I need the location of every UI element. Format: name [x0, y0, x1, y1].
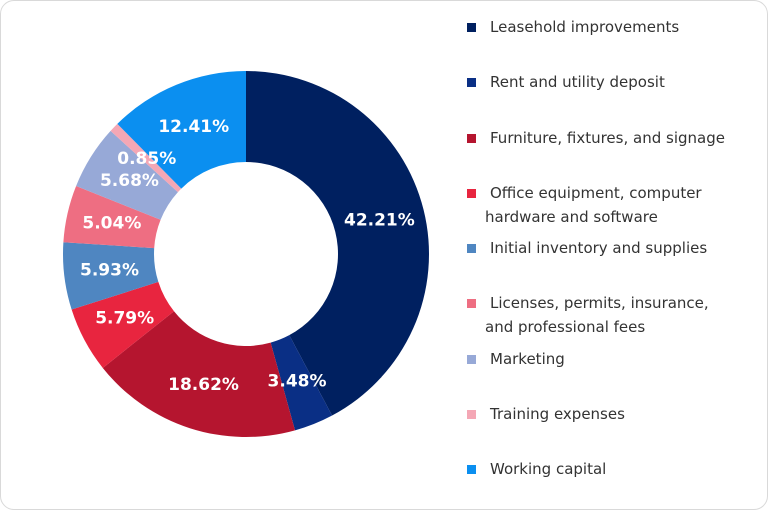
data-label: 5.93% — [80, 261, 139, 281]
legend-swatch — [467, 465, 476, 474]
legend-item: Office equipment, computer hardware and … — [467, 181, 757, 229]
legend-label: Rent and utility deposit — [490, 73, 665, 92]
legend-item: Marketing — [467, 347, 757, 371]
legend-label: Initial inventory and supplies — [490, 239, 708, 257]
data-label: 12.41% — [158, 117, 229, 137]
legend-swatch — [467, 354, 476, 364]
slice — [270, 335, 333, 431]
legend-item: Training expenses — [467, 402, 757, 426]
legend-item: Working capital — [467, 457, 757, 481]
data-label: 42.21% — [344, 211, 415, 231]
data-label: 5.79% — [95, 309, 154, 329]
legend-item: Licenses, permits, insurance, and profes… — [467, 291, 757, 339]
legend-item: Leasehold improvements — [467, 15, 757, 39]
legend-swatch — [467, 244, 476, 253]
slice — [63, 185, 161, 249]
data-label: 0.85% — [117, 149, 176, 169]
legend-swatch — [467, 409, 476, 419]
data-label: 18.62% — [168, 375, 239, 395]
data-label: 5.04% — [82, 214, 141, 234]
slice — [117, 71, 246, 189]
legend-swatch — [467, 78, 476, 88]
slice — [102, 311, 296, 437]
slice — [63, 242, 159, 310]
slice — [110, 123, 182, 193]
legend-label: Office equipment, computer hardware and … — [485, 183, 702, 226]
legend-label: Marketing — [490, 349, 565, 368]
slice — [246, 71, 429, 416]
slice — [76, 130, 178, 220]
legend-item: Initial inventory and supplies — [467, 236, 757, 260]
legend-label: Furniture, fixtures, and signage — [490, 128, 725, 147]
legend-item: Furniture, fixtures, and signage — [467, 126, 757, 150]
legend-label: Training expenses — [490, 404, 625, 423]
data-label: 5.68% — [100, 171, 159, 191]
legend-label: Working capital — [490, 460, 607, 478]
legend-swatch — [467, 23, 476, 32]
legend-swatch — [467, 188, 476, 198]
slice — [71, 281, 175, 368]
legend-item: Rent and utility deposit — [467, 70, 757, 94]
legend-swatch — [467, 299, 476, 309]
legend-label: Leasehold improvements — [490, 18, 680, 36]
legend-swatch — [467, 133, 476, 143]
legend-label: Licenses, permits, insurance, and profes… — [485, 294, 709, 337]
data-label: 3.48% — [268, 372, 327, 392]
